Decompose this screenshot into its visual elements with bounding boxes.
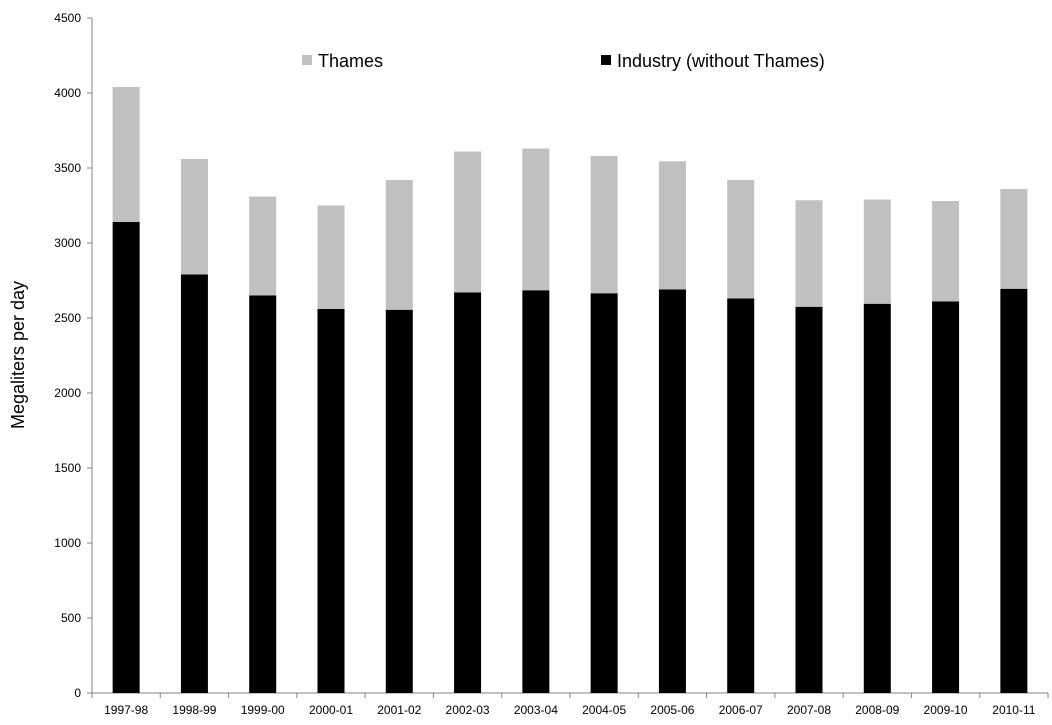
y-tick-label: 4500 (54, 11, 81, 25)
legend-swatch (302, 55, 312, 65)
y-tick-label: 4000 (54, 86, 81, 100)
x-tick-label: 2003-04 (514, 703, 558, 717)
legend: Thames Industry (without Thames) (302, 51, 825, 71)
bar-industry-without-thames (795, 306, 823, 693)
y-tick-label: 2000 (54, 386, 81, 400)
y-tick-label: 1000 (54, 536, 81, 550)
bar-industry-without-thames (590, 293, 618, 693)
x-tick-label: 1998-99 (172, 703, 216, 717)
bar-industry-without-thames (863, 303, 891, 693)
y-tick-label: 500 (61, 611, 81, 625)
bar-industry-without-thames (454, 292, 482, 693)
bar-thames (590, 156, 618, 294)
y-tick-label: 0 (74, 686, 81, 700)
bar-thames (454, 151, 482, 293)
x-tick-label: 2002-03 (446, 703, 490, 717)
bar-industry-without-thames (727, 298, 755, 693)
bar-industry-without-thames (317, 309, 345, 693)
x-tick-label: 1999-00 (241, 703, 285, 717)
legend-label: Industry (without Thames) (617, 51, 825, 71)
axes: 0 500 1000 1500 2000 2500 3000 3500 4000 4500 1997… (54, 11, 1049, 717)
y-axis-title: Megaliters per day (8, 281, 28, 429)
bar-thames (727, 180, 755, 299)
y-tick-label: 3000 (54, 236, 81, 250)
bar-thames (385, 180, 413, 310)
y-tick-label: 2500 (54, 311, 81, 325)
x-tick-label: 2005-06 (650, 703, 694, 717)
bar-industry-without-thames (932, 301, 960, 693)
bar-thames (658, 161, 686, 290)
bars (112, 87, 1028, 693)
x-tick-label: 2000-01 (309, 703, 353, 717)
bar-thames (112, 87, 140, 222)
bar-thames (1000, 189, 1028, 289)
bar-thames (180, 159, 208, 275)
bar-industry-without-thames (112, 222, 140, 693)
bar-industry-without-thames (180, 274, 208, 693)
x-tick-label: 2008-09 (855, 703, 899, 717)
x-tick-label: 2007-08 (787, 703, 831, 717)
x-tick-label: 2004-05 (582, 703, 626, 717)
bar-industry-without-thames (1000, 288, 1028, 693)
bar-thames (317, 205, 345, 309)
legend-label: Thames (318, 51, 383, 71)
x-tick-label: 2001-02 (377, 703, 421, 717)
bar-industry-without-thames (658, 289, 686, 693)
legend-swatch (601, 55, 611, 65)
x-tick-label: 2009-10 (924, 703, 968, 717)
bar-thames (795, 200, 823, 307)
bar-thames (863, 199, 891, 304)
x-tick-label: 2006-07 (719, 703, 763, 717)
bar-thames (522, 148, 550, 291)
y-tick-label: 1500 (54, 461, 81, 475)
bar-industry-without-thames (385, 309, 413, 693)
bar-industry-without-thames (522, 290, 550, 693)
y-tick-label: 3500 (54, 161, 81, 175)
x-tick-label: 2010-11 (992, 703, 1035, 717)
x-tick-label: 1997-98 (104, 703, 148, 717)
bar-thames (249, 196, 277, 296)
bar-thames (932, 201, 960, 302)
bar-industry-without-thames (249, 295, 277, 693)
